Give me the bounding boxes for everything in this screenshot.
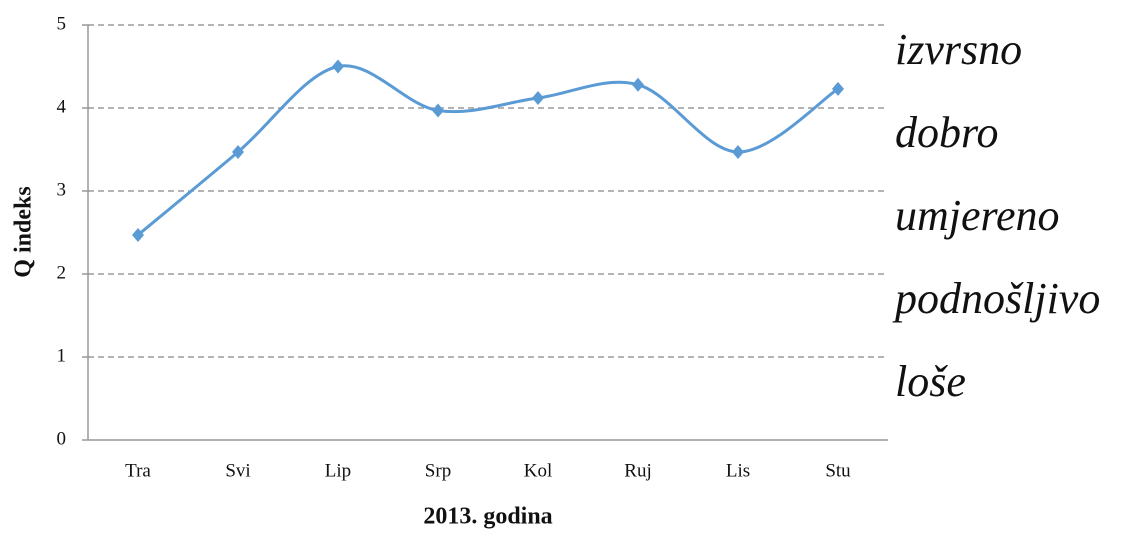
point-marker [132,227,144,242]
x-tick-label: Svi [225,460,250,481]
x-tick-label: Ruj [624,460,651,481]
y-axis-title: Q indeks [11,186,37,277]
x-tick-label: Stu [825,460,851,481]
y-tick-label: 1 [57,345,67,366]
x-tick-label: Lip [325,460,351,481]
band-label: loše [895,357,966,406]
band-label: umjereno [895,191,1060,240]
point-marker [832,81,844,96]
y-tick-label: 0 [57,428,67,449]
point-marker [432,103,444,118]
x-tick-label: Tra [125,460,151,481]
y-tick-label: 5 [57,13,67,34]
x-tick-label: Kol [524,460,553,481]
band-label: izvrsno [895,25,1022,74]
series-line [137,64,839,237]
x-tick-label: Srp [425,460,451,481]
point-marker [332,59,344,74]
point-marker [732,144,744,159]
y-tick-label: 3 [57,179,67,200]
band-label: podnošljivo [892,274,1100,323]
point-marker [632,77,644,92]
point-marker [232,144,244,159]
point-marker [532,91,544,106]
x-tick-label: Lis [726,460,750,481]
y-tick-label: 2 [57,262,67,283]
y-tick-label: 4 [57,96,67,117]
band-label: dobro [895,108,999,157]
x-axis-title: 2013. godina [423,504,552,530]
